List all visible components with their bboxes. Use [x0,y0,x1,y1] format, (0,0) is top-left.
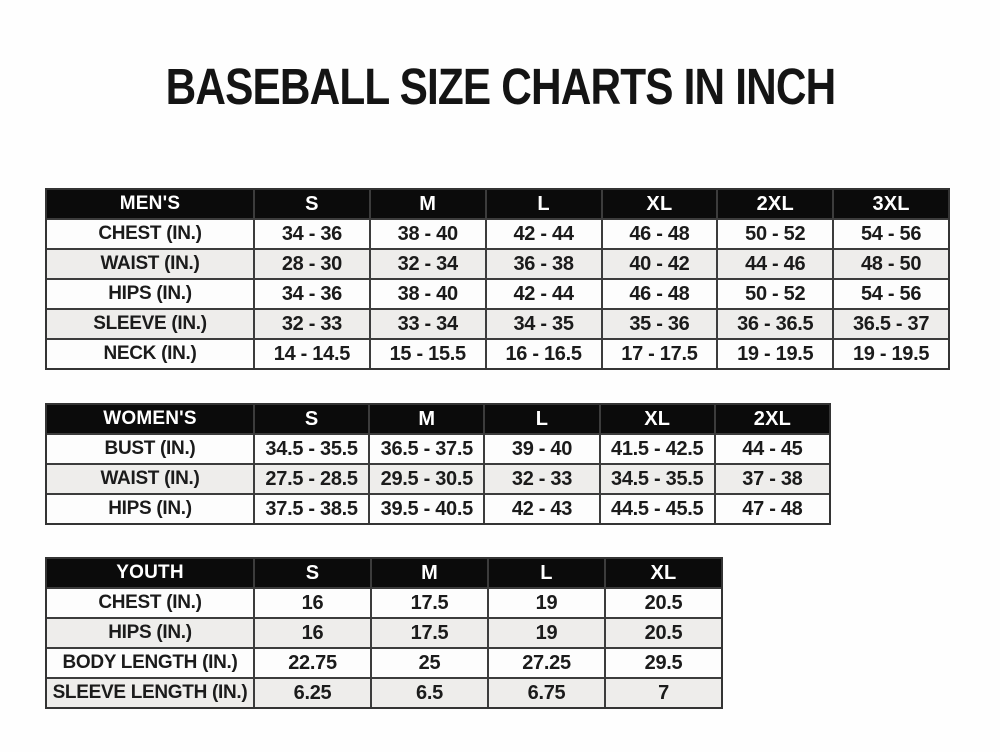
mens-size-column-header: S [255,190,369,218]
mens-size-value-cell: 54 - 56 [834,280,948,308]
youth-size-value-cell: 19 [489,589,604,617]
mens-size-value-cell: 44 - 46 [718,250,833,278]
mens-size-value-cell: 38 - 40 [370,220,485,248]
womens-size-value-cell: 29.5 - 30.5 [370,465,484,493]
womens-size-value-cell: 44.5 - 45.5 [600,495,714,523]
mens-size-value-cell: 32 - 34 [370,250,485,278]
womens-row-label: BUST (IN.) [47,435,253,463]
mens-size-value-cell: 17 - 17.5 [602,340,717,368]
mens-size-column-header: M [370,190,485,218]
womens-size-value-cell: 39.5 - 40.5 [370,495,484,523]
youth-size-column-header: L [489,559,604,587]
mens-size-value-cell: 14 - 14.5 [255,340,369,368]
mens-size-value-cell: 42 - 44 [486,220,601,248]
youth-size-value-cell: 6.75 [489,679,604,707]
womens-size-value-cell: 34.5 - 35.5 [600,465,714,493]
mens-size-value-cell: 46 - 48 [602,280,717,308]
youth-size-value-cell: 7 [606,679,721,707]
mens-size-value-cell: 46 - 48 [602,220,717,248]
womens-size-column-header: M [370,405,484,433]
mens-row-label: HIPS (IN.) [47,280,253,308]
womens-size-value-cell: 37.5 - 38.5 [255,495,369,523]
womens-size-value-cell: 44 - 45 [715,435,829,463]
youth-size-value-cell: 29.5 [606,649,721,677]
page-title-text: BASEBALL SIZE CHARTS IN INCH [165,58,836,115]
page-title: BASEBALL SIZE CHARTS IN INCH [0,60,1000,114]
youth-size-value-cell: 16 [255,589,370,617]
womens-size-value-cell: 32 - 33 [485,465,599,493]
youth-size-table: YOUTH S M L XL CHEST (IN.) 16 17.5 19 20.5 HIPS (I… [45,557,723,709]
mens-size-column-header: 3XL [834,190,948,218]
mens-size-value-cell: 19 - 19.5 [834,340,948,368]
mens-size-value-cell: 36 - 38 [486,250,601,278]
womens-size-column-header: XL [600,405,714,433]
mens-row-label: NECK (IN.) [47,340,253,368]
mens-size-value-cell: 34 - 36 [255,280,369,308]
youth-size-column-header: XL [606,559,721,587]
womens-row-label: HIPS (IN.) [47,495,253,523]
womens-size-value-cell: 34.5 - 35.5 [255,435,369,463]
mens-size-value-cell: 34 - 35 [486,310,601,338]
youth-table-title: YOUTH [47,559,253,587]
mens-size-value-cell: 32 - 33 [255,310,369,338]
mens-table-title: MEN'S [47,190,253,218]
mens-size-value-cell: 36.5 - 37 [834,310,948,338]
mens-size-value-cell: 50 - 52 [718,280,833,308]
mens-size-value-cell: 19 - 19.5 [718,340,833,368]
mens-size-value-cell: 33 - 34 [370,310,485,338]
youth-row-label: SLEEVE LENGTH (IN.) [47,679,253,707]
womens-size-column-header: L [485,405,599,433]
mens-row-label: CHEST (IN.) [47,220,253,248]
mens-size-value-cell: 48 - 50 [834,250,948,278]
mens-size-value-cell: 54 - 56 [834,220,948,248]
womens-table-title: WOMEN'S [47,405,253,433]
mens-size-value-cell: 36 - 36.5 [718,310,833,338]
youth-size-value-cell: 20.5 [606,589,721,617]
youth-size-value-cell: 20.5 [606,619,721,647]
mens-size-value-cell: 16 - 16.5 [486,340,601,368]
youth-size-value-cell: 25 [372,649,487,677]
mens-size-value-cell: 40 - 42 [602,250,717,278]
youth-size-value-cell: 27.25 [489,649,604,677]
youth-size-value-cell: 17.5 [372,619,487,647]
mens-size-value-cell: 38 - 40 [370,280,485,308]
womens-row-label: WAIST (IN.) [47,465,253,493]
womens-size-value-cell: 27.5 - 28.5 [255,465,369,493]
mens-size-column-header: XL [602,190,717,218]
womens-size-table: WOMEN'S S M L XL 2XL BUST (IN.) 34.5 - 35.5 36.5… [45,403,831,525]
mens-size-value-cell: 50 - 52 [718,220,833,248]
mens-row-label: SLEEVE (IN.) [47,310,253,338]
womens-size-value-cell: 39 - 40 [485,435,599,463]
youth-size-value-cell: 6.25 [255,679,370,707]
womens-size-column-header: S [255,405,369,433]
youth-size-value-cell: 17.5 [372,589,487,617]
youth-size-value-cell: 6.5 [372,679,487,707]
womens-size-value-cell: 37 - 38 [715,465,829,493]
mens-size-value-cell: 35 - 36 [602,310,717,338]
mens-row-label: WAIST (IN.) [47,250,253,278]
youth-size-column-header: M [372,559,487,587]
womens-size-value-cell: 36.5 - 37.5 [370,435,484,463]
youth-size-column-header: S [255,559,370,587]
womens-size-value-cell: 41.5 - 42.5 [600,435,714,463]
mens-size-value-cell: 34 - 36 [255,220,369,248]
mens-size-value-cell: 42 - 44 [486,280,601,308]
womens-size-value-cell: 47 - 48 [715,495,829,523]
youth-row-label: CHEST (IN.) [47,589,253,617]
youth-size-value-cell: 19 [489,619,604,647]
mens-size-table: MEN'S S M L XL 2XL 3XL CHEST (IN.) 34 - 36 38 - 4… [45,188,950,370]
mens-size-value-cell: 15 - 15.5 [370,340,485,368]
youth-size-value-cell: 22.75 [255,649,370,677]
womens-size-column-header: 2XL [715,405,829,433]
mens-size-column-header: 2XL [718,190,833,218]
womens-size-value-cell: 42 - 43 [485,495,599,523]
mens-size-column-header: L [486,190,601,218]
youth-size-value-cell: 16 [255,619,370,647]
youth-row-label: BODY LENGTH (IN.) [47,649,253,677]
mens-size-value-cell: 28 - 30 [255,250,369,278]
youth-row-label: HIPS (IN.) [47,619,253,647]
